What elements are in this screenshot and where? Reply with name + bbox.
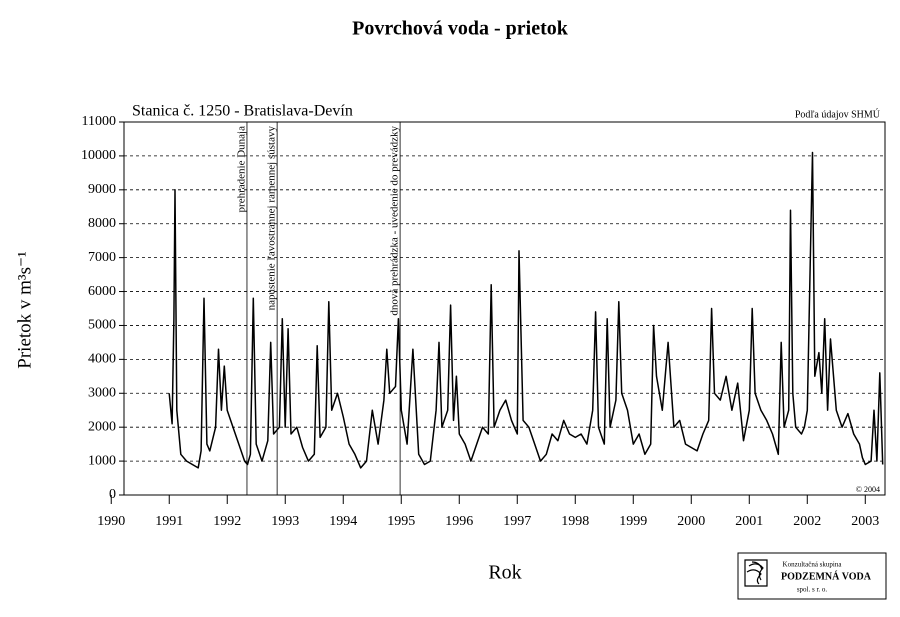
y-tick-label: 8000 [88, 216, 116, 231]
x-tick-label: 1996 [445, 514, 473, 529]
plot-frame [123, 121, 886, 496]
y-tick-label: 6000 [88, 284, 116, 299]
x-tick-label: 1991 [155, 514, 183, 529]
x-axis-label: Rok [488, 562, 521, 584]
y-tick-label: 3000 [88, 385, 116, 400]
logo-line3: spol. s r. o. [797, 586, 828, 594]
x-tick-label: 1994 [329, 514, 357, 529]
logo: Konzultačná skupina PODZEMNÁ VODA spol. … [737, 552, 887, 600]
y-tick-label: 7000 [88, 250, 116, 265]
y-tick-label: 5000 [88, 318, 116, 333]
discharge-line [168, 151, 884, 469]
x-tick-label: 2001 [735, 514, 763, 529]
copyright: © 2004 [856, 485, 880, 494]
x-tick-label: 1993 [271, 514, 299, 529]
logo-line1: Konzultačná skupina [783, 561, 843, 569]
source-label: Podľa údajov SHMÚ [795, 108, 881, 120]
logo-box [737, 552, 887, 600]
x-tick-label: 1998 [561, 514, 589, 529]
x-tick-label: 1992 [213, 514, 241, 529]
event-label: napustenie ľavostrannej ramennej sústavy [266, 126, 278, 311]
y-tick-label: 2000 [88, 419, 116, 434]
y-tick-label: 1000 [88, 453, 116, 468]
y-axis-label: Prietok v m³s⁻¹ [14, 251, 35, 369]
y-tick-label: 0 [109, 487, 116, 502]
x-tick-label: 1990 [97, 514, 125, 529]
station-label: Stanica č. 1250 - Bratislava-Devín [132, 103, 353, 120]
chart-title: Povrchová voda - prietok [352, 18, 569, 40]
y-tick-label: 9000 [88, 182, 116, 197]
x-tick-label: 2002 [793, 514, 821, 529]
y-tick-label: 11000 [82, 114, 116, 129]
x-tick-label: 1999 [619, 514, 647, 529]
x-tick-label: 2003 [851, 514, 879, 529]
y-tick-label: 4000 [88, 352, 116, 367]
event-label: dnová prehrádzka - uvedenie do prevádzky [389, 126, 401, 316]
x-tick-label: 1997 [503, 514, 531, 529]
x-tick-label: 1995 [387, 514, 415, 529]
event-label: prehradenie Dunaja [235, 126, 247, 213]
logo-icon [744, 559, 768, 587]
y-tick-label: 10000 [81, 148, 116, 163]
logo-line2: PODZEMNÁ VODA [781, 570, 872, 582]
x-tick-label: 2000 [677, 514, 705, 529]
